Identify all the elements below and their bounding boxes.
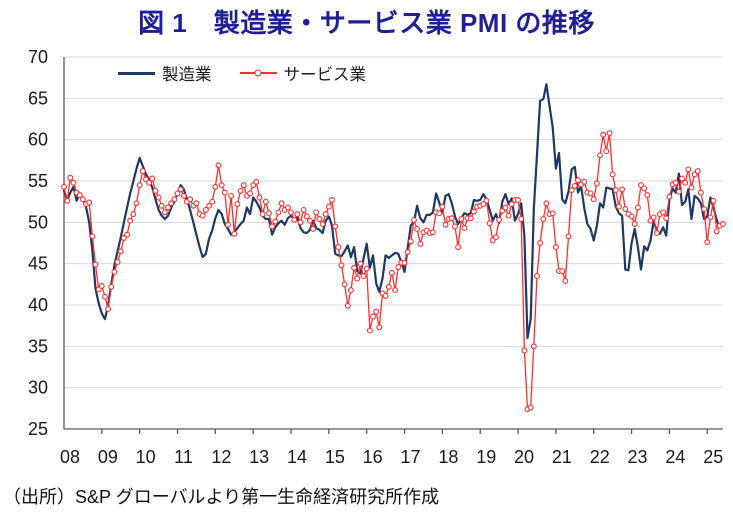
- pmi-line-chart: 08 09 10 11 12 13 14 15 16 17 18 19 20 21 22 23 24 25 25 30…: [28, 47, 726, 467]
- axes: [63, 57, 723, 430]
- y-tick-label: 50: [28, 212, 48, 232]
- x-axis-labels: 08 09 10 11 12 13 14 15 16 17 18 19 20 21 22 23 24 25: [60, 429, 723, 467]
- x-tick-label: 10: [136, 447, 156, 467]
- chart-title: 図 1 製造業・サービス業 PMI の推移: [138, 8, 595, 38]
- x-tick-label: 24: [665, 447, 685, 467]
- y-tick-label: 35: [28, 336, 48, 356]
- x-tick-label: 25: [703, 447, 723, 467]
- source-note: （出所）S&P グローバルより第一生命経済研究所作成: [3, 487, 440, 507]
- y-tick-label: 25: [28, 419, 48, 439]
- x-tick-label: 12: [211, 447, 231, 467]
- manufacturing-line-swatch: [118, 71, 155, 75]
- x-tick-label: 15: [325, 447, 345, 467]
- x-tick-label: 14: [287, 447, 307, 467]
- x-tick-label: 08: [60, 447, 80, 467]
- x-tick-label: 20: [514, 447, 534, 467]
- services-marker-icon: [254, 69, 262, 77]
- gridlines: [64, 56, 723, 389]
- x-tick-label: 21: [552, 447, 572, 467]
- y-axis-labels: 25 30 35 40 45 50 55 60 65 70: [28, 47, 48, 439]
- x-tick-label: 23: [628, 447, 648, 467]
- y-tick-label: 30: [28, 378, 48, 398]
- legend-item-manufacturing: 製造業: [118, 61, 212, 85]
- services-series: [61, 130, 726, 413]
- services-line-swatch: [239, 69, 277, 77]
- x-tick-label: 13: [249, 447, 269, 467]
- x-tick-label: 09: [98, 447, 118, 467]
- y-tick-label: 40: [28, 295, 48, 315]
- x-tick-label: 18: [438, 447, 458, 467]
- x-tick-label: 16: [363, 447, 383, 467]
- y-tick-label: 65: [28, 88, 48, 108]
- x-tick-label: 11: [174, 447, 193, 467]
- y-tick-label: 45: [28, 254, 48, 274]
- y-tick-label: 60: [28, 130, 48, 150]
- x-tick-label: 17: [401, 447, 421, 467]
- legend-item-services: サービス業: [239, 61, 367, 85]
- x-tick-label: 19: [476, 447, 496, 467]
- x-tick-label: 22: [590, 447, 610, 467]
- legend-label-manufacturing: 製造業: [162, 66, 212, 84]
- y-tick-label: 70: [28, 47, 48, 67]
- legend-label-services: サービス業: [283, 66, 367, 84]
- y-tick-label: 55: [28, 171, 48, 191]
- chart-legend: 製造業 サービス業: [118, 61, 366, 85]
